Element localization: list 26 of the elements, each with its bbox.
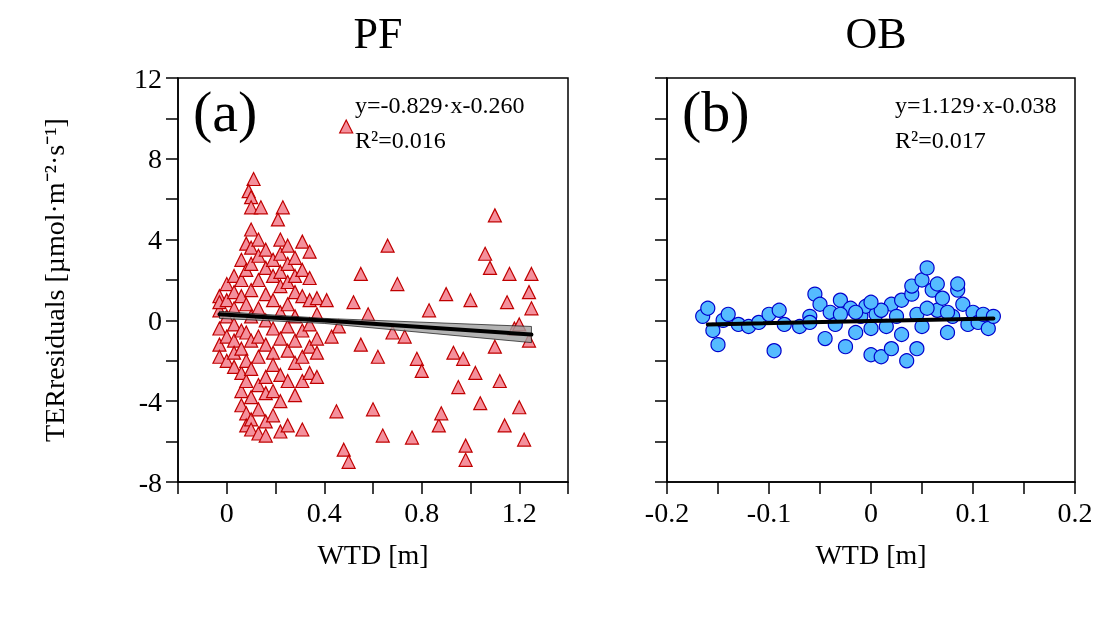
chart-title: OB xyxy=(845,8,907,58)
y-tick-label: 4 xyxy=(148,224,162,256)
annotation: (b) xyxy=(682,78,750,144)
x-tick-label: -0.2 xyxy=(644,496,690,528)
x-tick-label: 0.1 xyxy=(955,496,991,528)
x-tick-label: 0 xyxy=(864,496,878,528)
y-tick-label: -4 xyxy=(138,385,162,417)
x-tick-label: 0.4 xyxy=(306,496,342,528)
x-tick-label: 1.2 xyxy=(501,496,537,528)
y-tick-label: 0 xyxy=(148,304,162,336)
x-tick-label: 0 xyxy=(219,496,234,528)
annotation: R²=0.016 xyxy=(355,127,446,153)
x-axis-title: WTD [m] xyxy=(815,538,927,570)
annotation: (a) xyxy=(193,78,258,144)
y-tick-label: 12 xyxy=(134,62,162,94)
x-tick-label: 0.8 xyxy=(404,496,440,528)
x-axis-title: WTD [m] xyxy=(317,538,429,570)
chart-title: PF xyxy=(353,8,403,58)
x-tick-label: 0.2 xyxy=(1057,496,1093,528)
y-tick-label: -8 xyxy=(138,466,162,498)
annotation: y=1.129·x-0.038 xyxy=(895,92,1057,118)
annotation: R²=0.017 xyxy=(895,127,986,153)
y-axis-title: TERresiduals [µmol·m⁻²·s⁻¹] xyxy=(38,118,70,442)
x-tick-label: -0.1 xyxy=(746,496,792,528)
annotation: y=-0.829·x-0.260 xyxy=(355,92,525,118)
y-tick-label: 8 xyxy=(148,143,162,175)
